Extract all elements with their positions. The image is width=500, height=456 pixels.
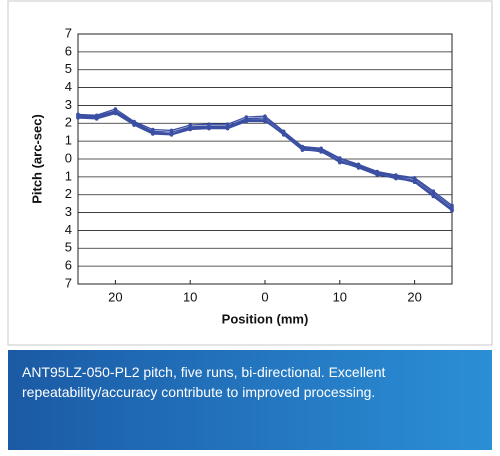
x-tick-label: 0 bbox=[261, 289, 268, 304]
x-tick-label: 10 bbox=[333, 289, 347, 304]
point bbox=[375, 172, 380, 176]
point bbox=[412, 179, 417, 184]
y-tick-label: 0 bbox=[65, 150, 72, 165]
x-tick-label: 10 bbox=[183, 289, 197, 304]
y-tick-label: 6 bbox=[65, 43, 72, 58]
point bbox=[450, 208, 454, 212]
point bbox=[263, 118, 267, 123]
point bbox=[319, 149, 323, 153]
y-tick-label: 5 bbox=[65, 240, 72, 255]
point bbox=[244, 118, 249, 123]
x-tick-label: 20 bbox=[108, 289, 122, 304]
y-tick-label: 4 bbox=[65, 222, 72, 237]
y-tick-label: 1 bbox=[65, 168, 72, 183]
point bbox=[132, 122, 136, 126]
point bbox=[76, 115, 80, 119]
plot-frame bbox=[77, 33, 453, 285]
y-tick-label: 4 bbox=[65, 79, 72, 94]
y-tick-label: 7 bbox=[65, 275, 72, 290]
point bbox=[169, 132, 174, 136]
x-axis-label: Position (mm) bbox=[222, 311, 309, 326]
y-tick-label: 2 bbox=[65, 186, 72, 201]
chart-frame bbox=[7, 0, 493, 346]
y-tick-label: 3 bbox=[65, 97, 72, 112]
point bbox=[338, 157, 342, 161]
caption: ANT95LZ-050-PL2 pitch, five runs, bi-dir… bbox=[8, 350, 492, 450]
point bbox=[113, 110, 118, 115]
point bbox=[356, 165, 361, 169]
point bbox=[431, 193, 436, 198]
point bbox=[281, 130, 286, 135]
y-tick-label: 5 bbox=[65, 61, 72, 76]
point bbox=[188, 126, 192, 131]
point bbox=[207, 125, 211, 130]
y-tick-label: 2 bbox=[65, 115, 72, 130]
y-tick-label: 6 bbox=[65, 258, 72, 273]
y-axis-label: Pitch (arc-sec) bbox=[29, 114, 44, 204]
point bbox=[394, 176, 398, 181]
chart: Position (mm) Pitch (arc-sec) 7654321012… bbox=[7, 0, 493, 346]
y-tick-label: 3 bbox=[65, 204, 72, 219]
point bbox=[450, 205, 454, 210]
y-tick-label: 7 bbox=[65, 25, 72, 40]
point bbox=[431, 191, 436, 195]
point bbox=[338, 160, 342, 165]
point bbox=[151, 131, 155, 135]
y-tick-label: 1 bbox=[65, 133, 72, 148]
point bbox=[263, 116, 267, 120]
point bbox=[225, 125, 230, 130]
point bbox=[94, 116, 99, 120]
point bbox=[281, 133, 286, 137]
point bbox=[412, 176, 417, 181]
x-tick-label: 20 bbox=[407, 289, 421, 304]
point bbox=[394, 174, 398, 178]
point bbox=[300, 148, 305, 152]
point bbox=[300, 145, 305, 150]
